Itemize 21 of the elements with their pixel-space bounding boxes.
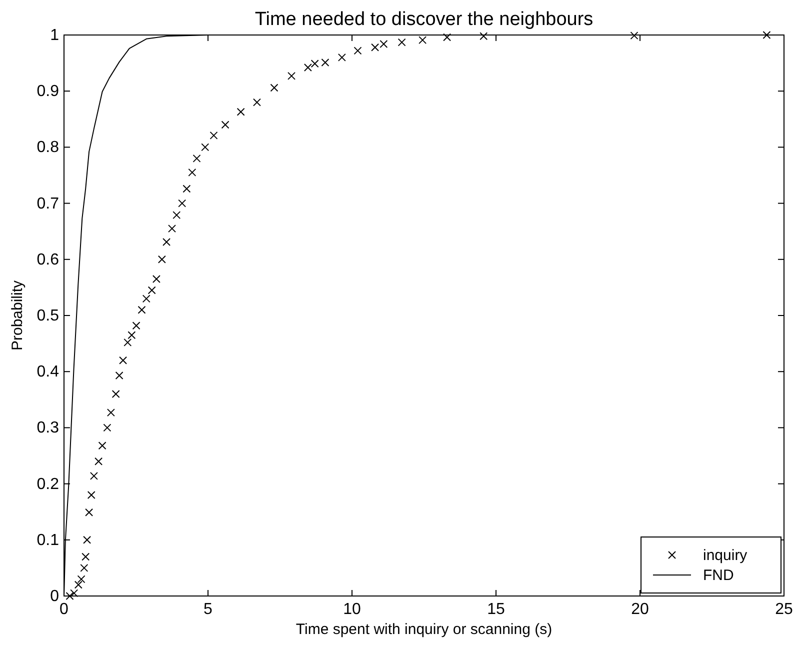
y-tick-label: 0.6 [36, 251, 60, 268]
y-tick-label: 1 [50, 27, 60, 44]
y-tick-label: 0.4 [36, 364, 60, 381]
y-axis-title: Probability [9, 280, 26, 351]
legend-label: inquiry [703, 547, 748, 564]
y-tick-label: 0.7 [36, 195, 60, 212]
x-tick-label: 10 [343, 601, 361, 618]
y-tick-label: 0.1 [36, 532, 60, 549]
x-tick-label: 15 [487, 601, 505, 618]
y-tick-label: 0.9 [36, 83, 60, 100]
y-tick-label: 0.5 [36, 308, 60, 324]
y-tick-label: 0.8 [36, 139, 60, 156]
x-tick-label: 20 [631, 601, 649, 618]
legend-label: FND [703, 567, 734, 584]
x-tick-label: 5 [204, 601, 213, 618]
x-tick-label: 25 [775, 601, 793, 618]
x-axis-title: Time spent with inquiry or scanning (s) [296, 621, 552, 638]
y-tick-label: 0 [50, 588, 60, 605]
y-tick-label: 0.2 [36, 476, 60, 493]
y-tick-label: 0.3 [36, 420, 60, 437]
chart-title: Time needed to discover the neighbours [254, 9, 594, 30]
